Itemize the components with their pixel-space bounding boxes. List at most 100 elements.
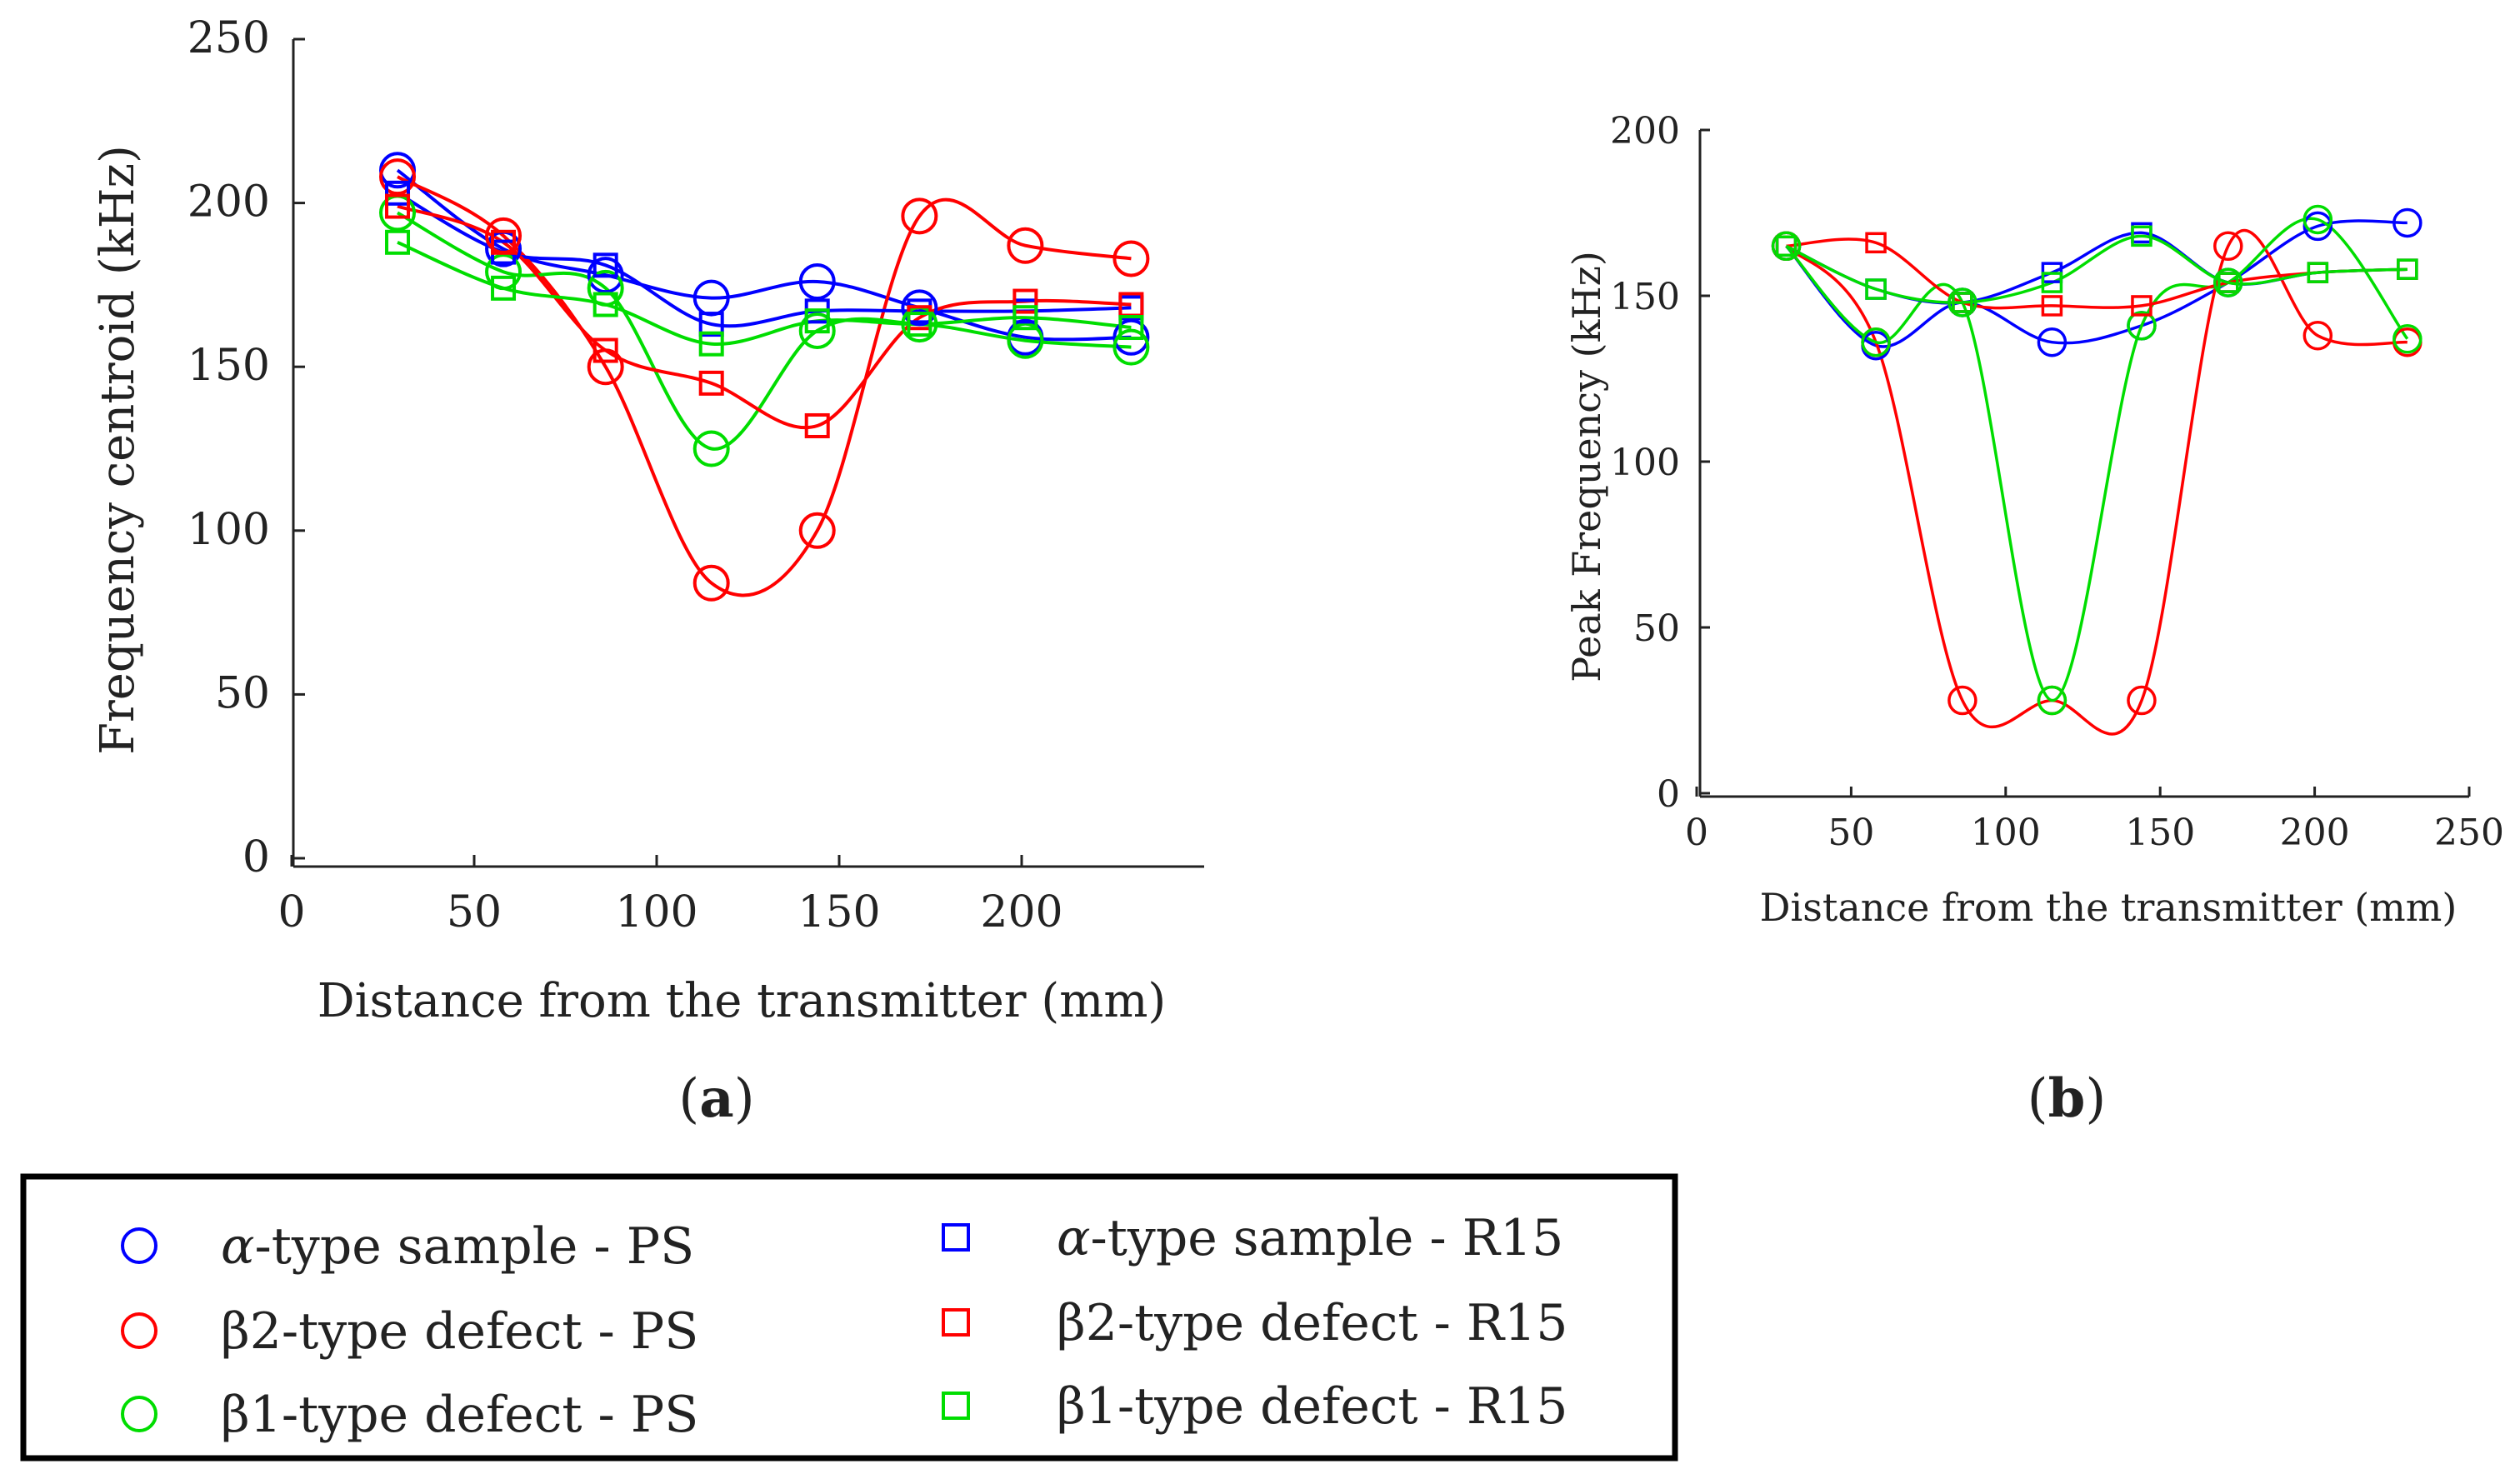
- chart-b-point-beta1-ps: [1861, 327, 1891, 357]
- chart-b-point-beta1-r15: [1865, 278, 1887, 300]
- chart-b-y-tick-label: 150: [1610, 276, 1680, 318]
- chart-b-point-beta1-ps: [2392, 323, 2422, 354]
- chart-b: Distance from the transmitter (mm) Peak …: [1564, 110, 2504, 1130]
- chart-b-point-beta2-r15: [1865, 232, 1887, 254]
- chart-b-x-tick-label: 0: [1685, 812, 1708, 854]
- chart-b-point-beta1-ps: [2213, 267, 2243, 297]
- legend-label-beta1-r15: β1-type defect - R15: [1057, 1377, 1568, 1436]
- chart-b-point-alpha-ps: [2302, 211, 2333, 242]
- chart-a-point-beta2-ps: [901, 197, 938, 235]
- chart-a-point-alpha-r15: [698, 312, 724, 337]
- chart-b-point-beta1-r15: [1952, 292, 1973, 313]
- chart-b-point-beta1-ps: [1948, 287, 1978, 317]
- legend-label-beta2-r15: β2-type defect - R15: [1057, 1294, 1568, 1352]
- chart-b-point-beta1-r15: [2041, 272, 2063, 293]
- chart-a-point-beta2-ps: [1007, 227, 1044, 264]
- chart-a-point-alpha-r15: [385, 180, 411, 206]
- chart-a-point-beta2-r15: [385, 193, 411, 219]
- chart-a-point-alpha-ps: [798, 262, 836, 300]
- chart-a-point-alpha-r15: [592, 252, 618, 278]
- chart-b-panel-label: (b): [2028, 1067, 2107, 1130]
- chart-a-point-beta2-r15: [592, 337, 618, 363]
- chart-b-point-beta1-r15: [2307, 262, 2329, 283]
- chart-b-y-tick-label: 0: [1657, 773, 1680, 816]
- chart-b-x-tick-label: 50: [1828, 812, 1874, 854]
- chart-b-point-beta2-r15: [2041, 295, 2063, 317]
- chart-b-point-beta1-r15: [2218, 272, 2239, 293]
- chart-a-x-tick-label: 50: [447, 887, 502, 937]
- chart-b-point-alpha-ps: [2037, 327, 2068, 357]
- chart-b-point-beta2-ps: [2127, 685, 2157, 716]
- chart-b-x-tick-label: 200: [2280, 812, 2350, 854]
- legend-label-beta2-ps: β2-type defect - PS: [221, 1302, 698, 1361]
- legend: α-type sample - PS β2-type defect - PS β1-…: [20, 1173, 1678, 1462]
- chart-a-y-tick-label: 250: [188, 13, 270, 63]
- chart-b-series-line-beta2-ps: [1785, 228, 2408, 736]
- chart-a-point-beta1-r15: [1012, 305, 1038, 331]
- chart-b-point-beta1-r15: [1775, 235, 1798, 257]
- chart-a-y-tick-label: 200: [188, 177, 270, 227]
- legend-marker-beta2-r15: [942, 1308, 970, 1337]
- chart-b-series-line-beta1-ps: [1785, 217, 2409, 702]
- chart-a-xlabel: Distance from the transmitter (mm): [318, 974, 1167, 1028]
- legend-marker-alpha-r15: [942, 1223, 970, 1252]
- chart-a-point-beta1-ps: [1112, 328, 1150, 366]
- legend-label-alpha-r15: α-type sample - R15: [1057, 1209, 1563, 1267]
- legend-marker-beta2-ps: [121, 1312, 158, 1349]
- chart-a-point-alpha-ps: [587, 257, 624, 294]
- chart-a-x-tick-label: 150: [798, 887, 880, 937]
- chart-b-x-tick-label: 250: [2434, 812, 2504, 854]
- chart-a-panel-label: (a): [678, 1067, 754, 1130]
- legend-box: [20, 1173, 1678, 1462]
- legend-marker-beta1-r15: [942, 1392, 970, 1420]
- chart-a-point-beta1-r15: [804, 308, 830, 334]
- chart-b-point-beta1-r15: [2131, 225, 2152, 247]
- chart-b-y-tick-label: 200: [1610, 110, 1680, 152]
- chart-b-point-beta1-ps: [1771, 231, 1802, 262]
- chart-a-point-beta2-r15: [804, 412, 830, 438]
- chart-a-series-line-beta2-ps: [397, 175, 1132, 597]
- chart-a-point-beta2-ps: [798, 512, 836, 549]
- chart-a-point-beta2-ps: [692, 564, 730, 602]
- chart-b-point-beta1-ps: [2302, 204, 2333, 235]
- chart-a-y-tick-label: 50: [215, 668, 270, 718]
- chart-a-y-tick-label: 150: [188, 341, 270, 391]
- chart-a-point-beta1-ps: [485, 253, 522, 291]
- chart-a: Distance from the transmitter (mm) Frequ…: [91, 13, 1204, 1130]
- chart-a-x-tick-label: 100: [615, 887, 698, 937]
- chart-b-series-line-beta1-r15: [1785, 234, 2408, 304]
- chart-a-point-beta1-r15: [907, 312, 932, 337]
- chart-a-point-beta1-ps: [692, 430, 730, 467]
- legend-marker-beta1-ps: [121, 1396, 158, 1432]
- chart-b-x-tick-label: 100: [1971, 812, 2041, 854]
- chart-a-ylabel: Frequency centroid (kHz): [91, 145, 145, 755]
- chart-a-point-alpha-ps: [901, 289, 938, 327]
- chart-a-series-line-beta1-ps: [397, 211, 1132, 451]
- chart-b-point-beta2-r15: [2131, 295, 2152, 317]
- chart-a-x-tick-label: 200: [980, 887, 1062, 937]
- chart-a-point-beta1-r15: [1118, 315, 1144, 341]
- chart-b-point-beta2-ps: [2302, 321, 2333, 351]
- chart-a-point-alpha-ps: [1112, 318, 1150, 356]
- chart-a-point-beta1-r15: [491, 275, 517, 301]
- chart-a-point-beta1-r15: [592, 292, 618, 317]
- chart-b-point-beta2-ps: [2213, 231, 2243, 262]
- chart-a-point-beta1-ps: [1007, 322, 1044, 359]
- chart-b-ylabel: Peak Frequency (kHz): [1564, 251, 1609, 682]
- chart-a-point-beta2-ps: [1112, 240, 1150, 277]
- chart-b-point-beta2-ps: [1948, 685, 1978, 716]
- chart-a-y-tick-label: 0: [242, 832, 270, 882]
- chart-b-point-alpha-ps: [2392, 207, 2422, 238]
- chart-b-point-beta1-r15: [2397, 258, 2418, 280]
- chart-a-y-tick-label: 100: [188, 505, 270, 555]
- chart-a-point-beta2-ps: [587, 348, 624, 386]
- chart-a-point-beta2-r15: [1012, 288, 1038, 314]
- chart-a-point-beta2-r15: [491, 229, 517, 255]
- chart-a-point-beta1-r15: [385, 229, 411, 255]
- chart-b-x-tick-label: 150: [2125, 812, 2195, 854]
- chart-a-point-beta1-r15: [698, 331, 724, 357]
- chart-b-y-tick-label: 50: [1633, 607, 1680, 650]
- chart-b-xlabel: Distance from the transmitter (mm): [1760, 885, 2458, 930]
- chart-b-point-beta1-ps: [2127, 311, 2157, 341]
